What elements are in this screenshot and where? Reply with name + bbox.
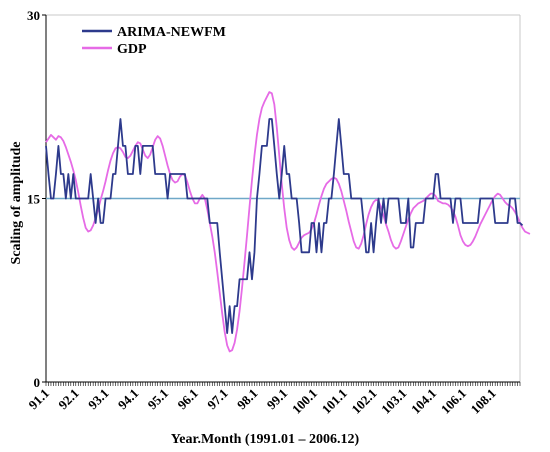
x-tick-label: 94.1 [115, 386, 142, 413]
y-tick-label: 30 [27, 8, 40, 23]
x-tick-label: 102.1 [348, 386, 379, 417]
x-tick-label: 92.1 [55, 386, 82, 413]
legend-label: GDP [117, 42, 147, 57]
x-tick-label: 103.1 [378, 386, 409, 417]
x-axis-title: Year.Month (1991.01 – 2006.12) [171, 432, 360, 447]
x-tick-label: 106.1 [438, 386, 469, 417]
y-axis: 0 15 30 [27, 8, 46, 390]
x-tick-label: 101.1 [319, 386, 350, 417]
x-tick-label: 100.1 [289, 386, 320, 417]
x-axis: 91.1 92.1 93.1 94.1 95.1 96.1 97.1 98.1 99.1100.… [25, 382, 521, 417]
x-tick-label: 108.1 [468, 386, 499, 417]
x-tick-label: 99.1 [264, 386, 291, 413]
x-tick-label: 98.1 [234, 386, 261, 413]
x-tick-label: 97.1 [204, 386, 231, 413]
legend: ARIMA-NEWFM GDP [82, 25, 226, 57]
x-tick-label: 91.1 [25, 386, 52, 413]
y-tick-label: 0 [34, 375, 41, 390]
y-axis-title: Scaling of amplitude [9, 142, 24, 265]
y-tick-label: 15 [27, 192, 41, 207]
x-tick-label: 95.1 [145, 386, 172, 413]
series-layer [45, 91, 531, 353]
x-tick-label: 93.1 [85, 386, 112, 413]
x-tick-label: 96.1 [174, 386, 201, 413]
legend-label: ARIMA-NEWFM [117, 25, 226, 40]
series-line-arima-newfm [45, 118, 524, 334]
x-tick-label: 104.1 [408, 386, 439, 417]
